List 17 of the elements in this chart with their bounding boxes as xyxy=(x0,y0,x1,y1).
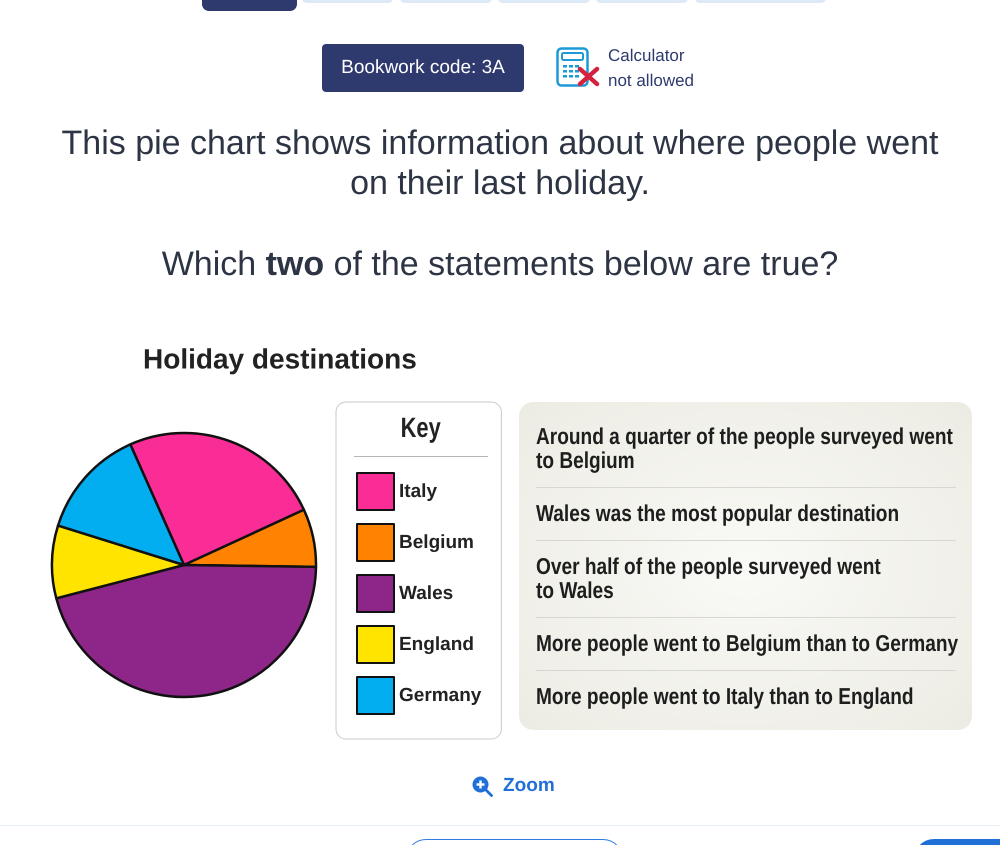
text: Wales was the most popular destination xyxy=(536,500,899,526)
text: More people went to Belgium than to Germany xyxy=(536,630,958,656)
text: This pie chart shows information about where people went on their last holiday. xyxy=(60,123,940,203)
legend-title: Key xyxy=(400,412,442,444)
chart-title: Holiday destinations xyxy=(143,344,417,374)
legend-label: Italy xyxy=(399,481,438,502)
legend-label: Wales xyxy=(399,583,454,604)
legend-label: Belgium xyxy=(399,532,474,553)
text: Calculator not allowed xyxy=(608,45,696,92)
text: Over half of the people surveyed went to Wales xyxy=(536,553,880,603)
text: Which two of the statements below are true? xyxy=(160,244,840,284)
text: Bookwork code: 3A xyxy=(322,44,524,92)
legend-label: England xyxy=(399,634,474,655)
legend-label: Germany xyxy=(399,685,482,706)
text: Around a quarter of the people surveyed went to Belgium xyxy=(536,423,952,473)
text: More people went to Italy than to England xyxy=(536,683,914,709)
text: Zoom xyxy=(503,775,555,797)
